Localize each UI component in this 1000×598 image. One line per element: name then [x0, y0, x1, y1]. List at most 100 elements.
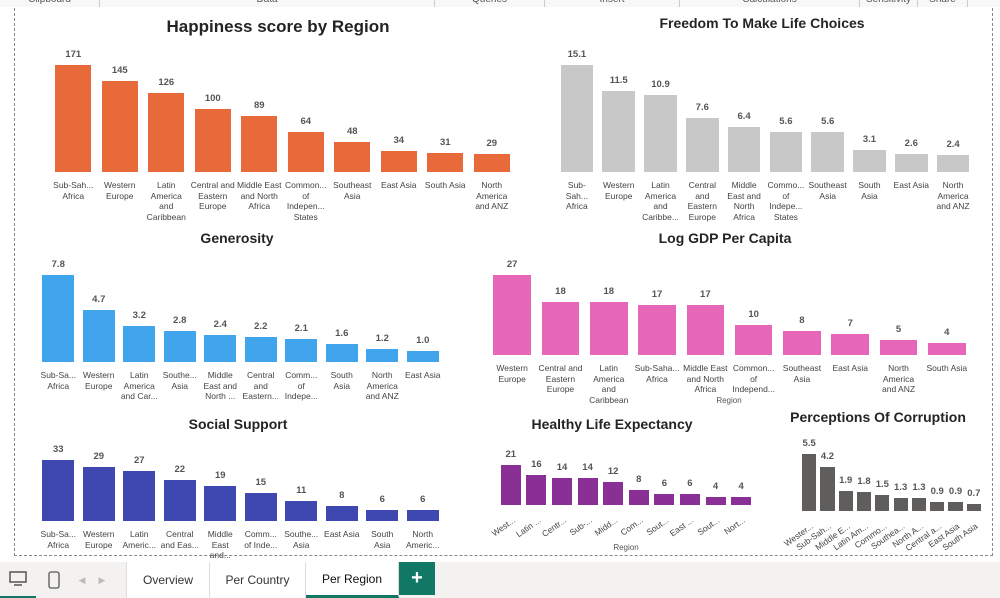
bar[interactable]: [526, 474, 547, 505]
bar[interactable]: [853, 150, 886, 172]
bar[interactable]: [42, 275, 75, 362]
bar[interactable]: [856, 492, 872, 511]
category-text: Sub-Sa... Africa: [40, 370, 76, 391]
bar[interactable]: [577, 478, 598, 505]
bar[interactable]: [654, 493, 675, 505]
bar[interactable]: [194, 109, 231, 172]
bar[interactable]: [55, 65, 92, 172]
bar[interactable]: [875, 495, 890, 511]
bar[interactable]: [638, 304, 676, 355]
category-label: West...: [489, 513, 524, 538]
ribbon-sensitivity[interactable]: Sensitivity: [860, 0, 918, 7]
category-label: Latin America and Car...: [119, 370, 160, 402]
bar[interactable]: [163, 330, 196, 362]
bar[interactable]: [285, 500, 318, 521]
bar[interactable]: [936, 155, 970, 172]
bar[interactable]: [560, 65, 594, 172]
bar[interactable]: [380, 150, 417, 172]
bar[interactable]: [204, 335, 237, 362]
bar[interactable]: [930, 501, 945, 511]
category-label: Latin America and Caribbean: [585, 363, 633, 405]
bar[interactable]: [204, 485, 237, 521]
bar[interactable]: [427, 152, 464, 172]
bar[interactable]: [802, 454, 817, 511]
bar[interactable]: [82, 309, 115, 362]
category-label: Sout...: [644, 513, 678, 537]
bar[interactable]: [820, 467, 835, 511]
bar[interactable]: [686, 304, 725, 355]
bar[interactable]: [334, 141, 371, 172]
ribbon-calculations[interactable]: Calculations: [680, 0, 860, 7]
ribbon-share[interactable]: Share: [918, 0, 968, 7]
bar[interactable]: [966, 503, 981, 511]
bar[interactable]: [101, 81, 138, 172]
bar[interactable]: [241, 116, 278, 172]
bar[interactable]: [948, 501, 963, 511]
bar[interactable]: [325, 506, 358, 521]
ribbon-data[interactable]: Data: [100, 0, 435, 7]
category-label: East Asia: [826, 363, 874, 405]
ribbon-clipboard[interactable]: Clipboard: [0, 0, 100, 7]
mobile-view-icon[interactable]: [36, 562, 72, 598]
bar[interactable]: [244, 337, 277, 362]
bar[interactable]: [705, 497, 726, 505]
next-page-icon[interactable]: ▶: [98, 574, 106, 585]
bar-column: 6: [403, 440, 444, 521]
bar[interactable]: [731, 497, 752, 505]
bar[interactable]: [148, 93, 185, 172]
bar[interactable]: [589, 301, 628, 355]
data-label: 4.7: [92, 293, 106, 305]
category-label: Southea...: [869, 519, 909, 551]
category-label: North A...: [890, 519, 928, 550]
bar[interactable]: [163, 480, 196, 521]
bar[interactable]: [894, 153, 928, 172]
category-label: East ...: [668, 513, 703, 538]
bar[interactable]: [287, 131, 324, 172]
category-label: Commo... of Indepe... States: [765, 180, 807, 222]
bar[interactable]: [366, 509, 399, 521]
bar[interactable]: [911, 497, 927, 511]
bar-column: 31: [422, 45, 469, 172]
bar[interactable]: [603, 482, 624, 505]
bar[interactable]: [123, 326, 156, 362]
bar[interactable]: [685, 118, 719, 172]
desktop-view-icon[interactable]: [0, 562, 36, 598]
bar[interactable]: [831, 334, 870, 355]
bar[interactable]: [628, 489, 649, 505]
bar-column: 1.2: [362, 255, 403, 362]
bar[interactable]: [123, 471, 156, 521]
bar[interactable]: [406, 509, 439, 521]
bar[interactable]: [769, 132, 803, 172]
bar[interactable]: [893, 497, 908, 511]
bar[interactable]: [734, 325, 773, 355]
bar[interactable]: [82, 467, 115, 521]
bar[interactable]: [493, 275, 531, 355]
bar[interactable]: [541, 301, 580, 355]
bar[interactable]: [366, 348, 399, 362]
bar[interactable]: [325, 344, 358, 362]
bar[interactable]: [644, 94, 677, 172]
bar[interactable]: [679, 493, 700, 505]
tab-per-country[interactable]: Per Country: [210, 562, 306, 598]
bar[interactable]: [244, 493, 277, 521]
bar[interactable]: [42, 460, 75, 521]
bar[interactable]: [879, 340, 918, 355]
prev-page-icon[interactable]: ◀: [78, 574, 86, 585]
bar[interactable]: [811, 132, 844, 172]
bar[interactable]: [473, 153, 510, 172]
bar[interactable]: [783, 331, 821, 355]
ribbon-insert[interactable]: Insert: [545, 0, 680, 7]
bar[interactable]: [285, 338, 318, 362]
bar[interactable]: [727, 126, 761, 172]
bar[interactable]: [500, 465, 521, 505]
bar[interactable]: [552, 478, 572, 505]
ribbon-queries[interactable]: Queries: [435, 0, 545, 7]
bar[interactable]: [406, 350, 439, 362]
bar[interactable]: [602, 90, 635, 172]
tab-overview[interactable]: Overview: [126, 562, 210, 598]
tab-per-region[interactable]: Per Region: [306, 562, 399, 598]
bar[interactable]: [927, 343, 966, 355]
add-page-button[interactable]: +: [399, 562, 435, 595]
category-text: Western Europe: [83, 370, 115, 391]
bar[interactable]: [838, 491, 853, 511]
